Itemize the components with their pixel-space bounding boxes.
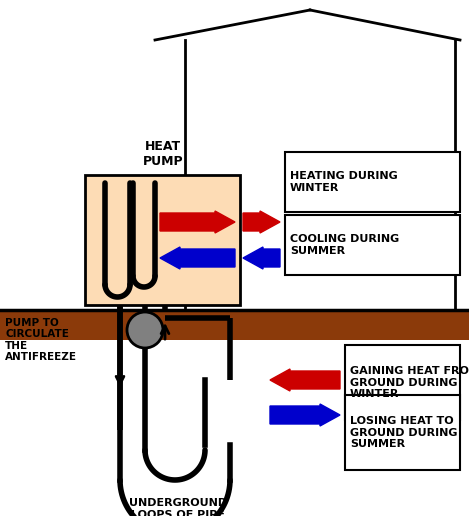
Text: COOLING DURING
SUMMER: COOLING DURING SUMMER: [290, 234, 399, 256]
Bar: [285, 152, 460, 212]
Text: LOSING HEAT TO
GROUND DURING
SUMMER: LOSING HEAT TO GROUND DURING SUMMER: [350, 416, 457, 449]
FancyArrow shape: [243, 211, 280, 233]
FancyArrow shape: [270, 404, 340, 426]
FancyArrow shape: [243, 247, 280, 269]
Text: HEATING DURING
WINTER: HEATING DURING WINTER: [290, 171, 398, 193]
Text: PUMP TO
CIRCULATE
THE
ANTIFREEZE: PUMP TO CIRCULATE THE ANTIFREEZE: [5, 318, 77, 362]
Bar: [285, 215, 460, 275]
FancyArrow shape: [160, 247, 235, 269]
Bar: [0, 310, 469, 340]
FancyArrow shape: [270, 369, 340, 391]
Bar: [345, 345, 460, 420]
Bar: [345, 395, 460, 470]
Text: HEAT
PUMP: HEAT PUMP: [143, 140, 183, 168]
Text: GAINING HEAT FROM
GROUND DURING
WINTER: GAINING HEAT FROM GROUND DURING WINTER: [350, 366, 469, 399]
Text: UNDERGROUND
LOOPS OF PIPE: UNDERGROUND LOOPS OF PIPE: [129, 498, 227, 516]
Bar: [85, 175, 240, 305]
FancyArrow shape: [160, 211, 235, 233]
Circle shape: [127, 312, 163, 348]
